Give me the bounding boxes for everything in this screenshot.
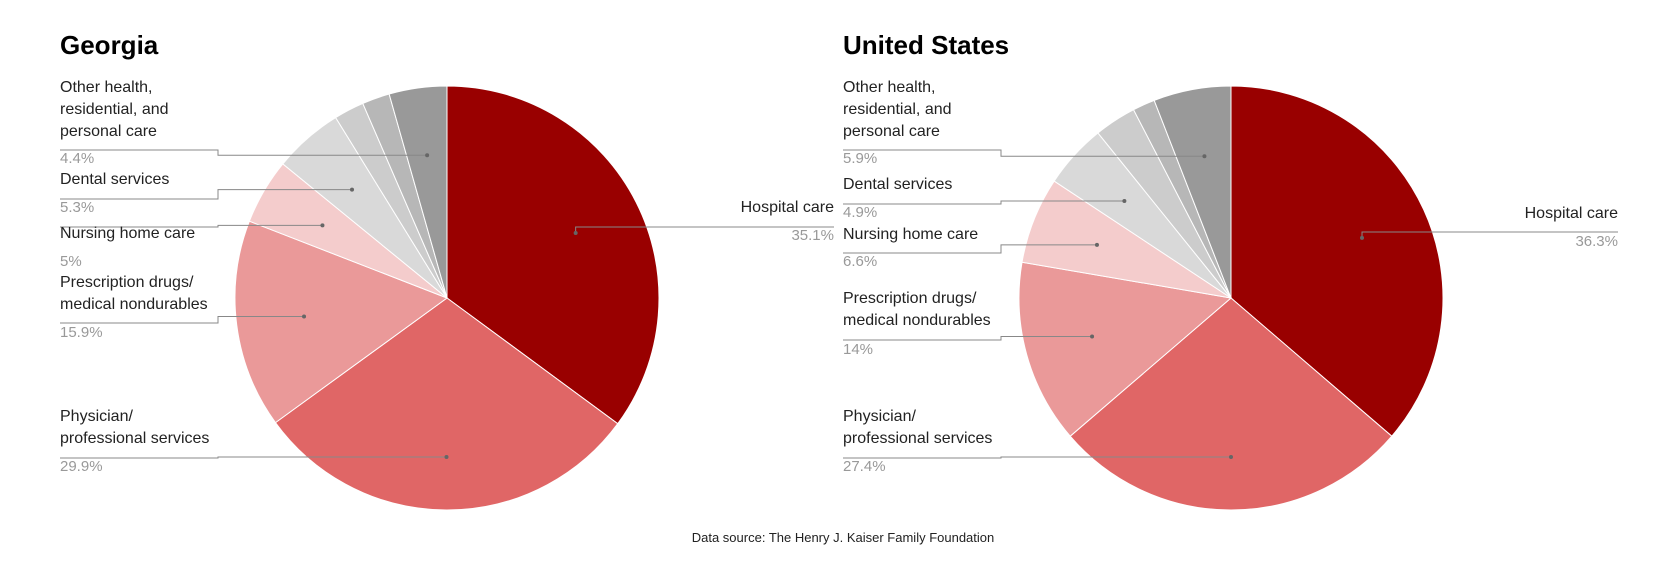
slice-label: Physician/ professional services (843, 408, 993, 447)
slice-label: Nursing home care (843, 226, 979, 243)
slice-label: Prescription drugs/ medical nondurables (60, 274, 208, 313)
slice-label: Other health, residential, and personal … (60, 79, 169, 140)
slice-label: Hospital care (740, 199, 834, 216)
value-label: 5% (60, 253, 82, 270)
value-label: 5.3% (60, 199, 95, 216)
leader-line (60, 316, 305, 324)
value-label: 29.9% (60, 458, 103, 475)
leader-dot (573, 230, 578, 235)
leader-line (60, 456, 447, 459)
pie-slice (1230, 85, 1444, 437)
slice-label: Prescription drugs/ medical nondurables (843, 290, 991, 329)
value-label: 4.4% (60, 150, 95, 167)
leader-dot (1202, 154, 1207, 159)
slice-label: Physician/ professional services (60, 408, 210, 447)
slice-label: Nursing home care (60, 225, 196, 242)
chart-canvas (60, 85, 1618, 511)
value-label: 4.9% (843, 204, 878, 221)
value-label: 5.9% (843, 150, 878, 167)
leader-line (60, 149, 428, 156)
leader-dot (302, 314, 307, 319)
value-label: 15.9% (60, 324, 103, 341)
pie-slice (388, 85, 448, 299)
leader-dot (444, 454, 449, 459)
pie-slice (234, 220, 449, 424)
leader-line (60, 189, 353, 200)
leader-dot (1090, 334, 1095, 339)
footer: Data source: The Henry J. Kaiser Family … (691, 530, 995, 545)
slice-label: Dental services (60, 171, 170, 188)
pie-slice (446, 85, 660, 425)
leader-dot (425, 153, 430, 158)
slice-label: Hospital care (1524, 205, 1618, 222)
pie-slice (1153, 85, 1232, 299)
value-label: 36.3% (1575, 233, 1618, 250)
chart-title: United States (843, 30, 1010, 60)
leader-dot (350, 187, 355, 192)
value-label: 27.4% (843, 458, 886, 475)
leader-line (843, 335, 1093, 341)
value-label: 6.6% (843, 253, 878, 270)
value-label: 35.1% (791, 227, 834, 244)
chart-title: Georgia (60, 30, 159, 60)
leader-dot (1360, 235, 1365, 240)
value-label: 14% (843, 341, 874, 358)
leader-line (843, 200, 1125, 205)
slice-label: Other health, residential, and personal … (843, 79, 952, 140)
leader-dot (1229, 455, 1233, 459)
leader-line (843, 456, 1231, 459)
leader-line (60, 224, 323, 228)
leader-line (843, 244, 1097, 254)
leader-dot (1094, 242, 1099, 247)
charts: Data source: The Henry J. Kaiser Family … (55, 0, 1623, 583)
pie-slice (1018, 261, 1233, 437)
slice-label: Dental services (843, 176, 953, 193)
leader-dot (1122, 198, 1127, 203)
leader-dot (320, 223, 325, 228)
leader-line (843, 149, 1205, 157)
